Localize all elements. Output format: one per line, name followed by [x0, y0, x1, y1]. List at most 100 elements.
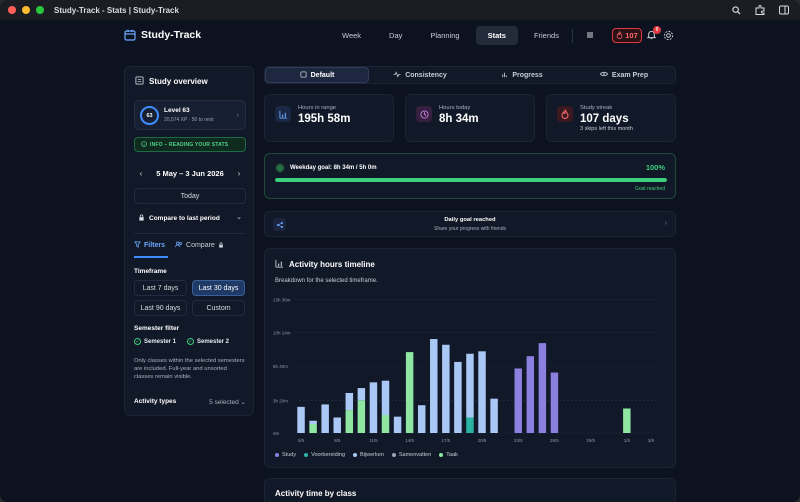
activity-types-select[interactable]: Activity types 5 selected ⌄ [134, 398, 246, 406]
bar-segment-taak[interactable] [309, 424, 317, 433]
bar-segment-bijwerken[interactable] [466, 353, 474, 418]
bar-segment-bijwerken[interactable] [321, 404, 329, 433]
extensions-icon[interactable] [754, 4, 766, 16]
maximize-window-button[interactable] [36, 6, 44, 14]
view-tab-exam-prep[interactable]: Exam Prep [573, 67, 675, 83]
divider [134, 233, 246, 234]
stats-view-tabs: Default Consistency Progress Exam Prep [264, 66, 676, 84]
level-ring: 63 [140, 106, 159, 125]
chevron-down-icon: ⌄ [240, 399, 246, 406]
compare-dropdown[interactable]: Compare to last period ⌄ [134, 210, 246, 226]
y-tick-label: 13h 38m [273, 297, 291, 302]
sidebar-toggle-icon[interactable] [778, 4, 790, 16]
today-button[interactable]: Today [134, 188, 246, 204]
bar-segment-study[interactable] [514, 368, 522, 433]
bar-segment-taak[interactable] [381, 415, 390, 433]
streak-button[interactable]: 107 [612, 28, 642, 43]
timeframe-custom[interactable]: Custom [192, 300, 245, 316]
check-icon: ✓ [187, 338, 194, 345]
lock-icon [138, 214, 145, 223]
bar-segment-taak[interactable] [345, 410, 354, 433]
tab-friends[interactable]: Friends [533, 31, 559, 40]
activity-types-value: 5 selected ⌄ [209, 399, 246, 406]
goal-label: Weekday goal: 8h 34m / 5h 0m [290, 165, 377, 171]
view-tab-default-label: Default [310, 71, 335, 79]
bar-segment-taak[interactable] [405, 352, 414, 433]
x-tick-label: 1/6 [624, 438, 631, 443]
tab-stats[interactable]: Stats [475, 26, 518, 45]
share-title: Daily goal reached [444, 217, 496, 223]
legend-label: Bijwerken [360, 452, 384, 458]
chart-subtitle: Breakdown for the selected timeframe. [275, 278, 378, 284]
bar-segment-bijwerken[interactable] [345, 392, 354, 411]
bar-segment-bijwerken[interactable] [381, 380, 390, 416]
window-title: Study-Track - Stats | Study-Track [54, 5, 179, 15]
bar-segment-bijwerken[interactable] [490, 398, 498, 433]
filter-icon [134, 241, 141, 250]
bar-segment-bijwerken[interactable] [430, 339, 438, 433]
legend-item[interactable]: Voorbereiding [304, 452, 345, 458]
y-tick-label: 6h 40m [273, 364, 288, 369]
bar-segment-taak[interactable] [623, 408, 631, 433]
brand[interactable]: Study-Track [124, 29, 201, 41]
x-tick-label: 8/5 [334, 438, 341, 443]
info-banner[interactable]: INFO – READING YOUR STATS [134, 137, 246, 152]
bar-segment-bijwerken[interactable] [297, 406, 305, 433]
tab-filters[interactable]: Filters [134, 241, 165, 250]
bar-segment-study[interactable] [538, 343, 547, 433]
bar-segment-bijwerken[interactable] [417, 405, 426, 433]
bar-segment-bijwerken[interactable] [454, 361, 462, 433]
semester-1-toggle[interactable]: ✓ Semester 1 [134, 338, 176, 345]
minimize-window-button[interactable] [22, 6, 30, 14]
view-tab-consistency-label: Consistency [405, 71, 447, 79]
bar-segment-bijwerken[interactable] [333, 417, 341, 433]
view-tab-consistency[interactable]: Consistency [369, 67, 471, 83]
bar-segment-bijwerken[interactable] [478, 351, 486, 433]
chart-legend: Study Voorbereiding Bijwerken Samenvatten Ta… [275, 452, 458, 458]
search-icon[interactable] [730, 4, 742, 16]
top-navigation: Study-Track Week Day Planning Stats Frie… [0, 20, 800, 52]
next-period-button[interactable]: › [237, 168, 241, 178]
bar-segment-study[interactable] [526, 356, 535, 433]
bar-segment-bijwerken[interactable] [393, 416, 402, 433]
prev-period-button[interactable]: ‹ [139, 168, 143, 178]
stat-label: Hours today [439, 105, 471, 111]
legend-item[interactable]: Bijwerken [353, 452, 384, 458]
bar-chart-icon [275, 259, 284, 270]
bar-segment-bijwerken[interactable] [309, 420, 317, 425]
bar-segment-bijwerken[interactable] [369, 382, 378, 433]
date-range-label: 5 May – 3 Jun 2026 [156, 168, 224, 178]
level-card[interactable]: 63 Level 63 20,574 XP · 50 to next › [134, 100, 246, 130]
y-tick-label: 0m [273, 431, 280, 436]
chevron-down-icon: ⌄ [236, 214, 242, 221]
close-window-button[interactable] [8, 6, 16, 14]
share-progress-card[interactable]: Daily goal reached Share your progress w… [264, 211, 676, 237]
legend-label: Taak [446, 452, 458, 458]
tab-day[interactable]: Day [389, 31, 403, 40]
legend-item[interactable]: Study [275, 452, 296, 458]
menu-icon[interactable] [585, 30, 597, 42]
stat-value: 195h 58m [298, 113, 351, 125]
stat-value: 8h 34m [439, 113, 479, 125]
stat-value: 107 days [580, 113, 629, 125]
legend-item[interactable]: Samenvatten [391, 452, 431, 458]
bar-segment-study[interactable] [550, 372, 559, 433]
bar-segment-taak[interactable] [357, 400, 366, 433]
view-tab-progress[interactable]: Progress [471, 67, 573, 83]
timeframe-90-days[interactable]: Last 90 days [134, 300, 187, 316]
timeframe-7-days[interactable]: Last 7 days [134, 280, 187, 296]
tab-planning[interactable]: Planning [430, 31, 460, 40]
tab-compare[interactable]: Compare [175, 241, 224, 250]
bar-segment-voorbereiding[interactable] [466, 417, 474, 433]
semester-2-toggle[interactable]: ✓ Semester 2 [187, 338, 229, 345]
tab-week[interactable]: Week [342, 31, 362, 40]
chevron-right-icon: › [236, 112, 239, 119]
bar-segment-bijwerken[interactable] [442, 344, 450, 433]
bar-segment-bijwerken[interactable] [357, 388, 366, 401]
timeframe-30-days[interactable]: Last 30 days [192, 280, 245, 296]
view-tab-default[interactable]: Default [265, 67, 369, 83]
eye-icon [599, 71, 608, 79]
legend-item[interactable]: Taak [439, 452, 458, 458]
class-card-title: Activity time by class [275, 489, 357, 498]
gear-icon[interactable] [663, 30, 674, 41]
